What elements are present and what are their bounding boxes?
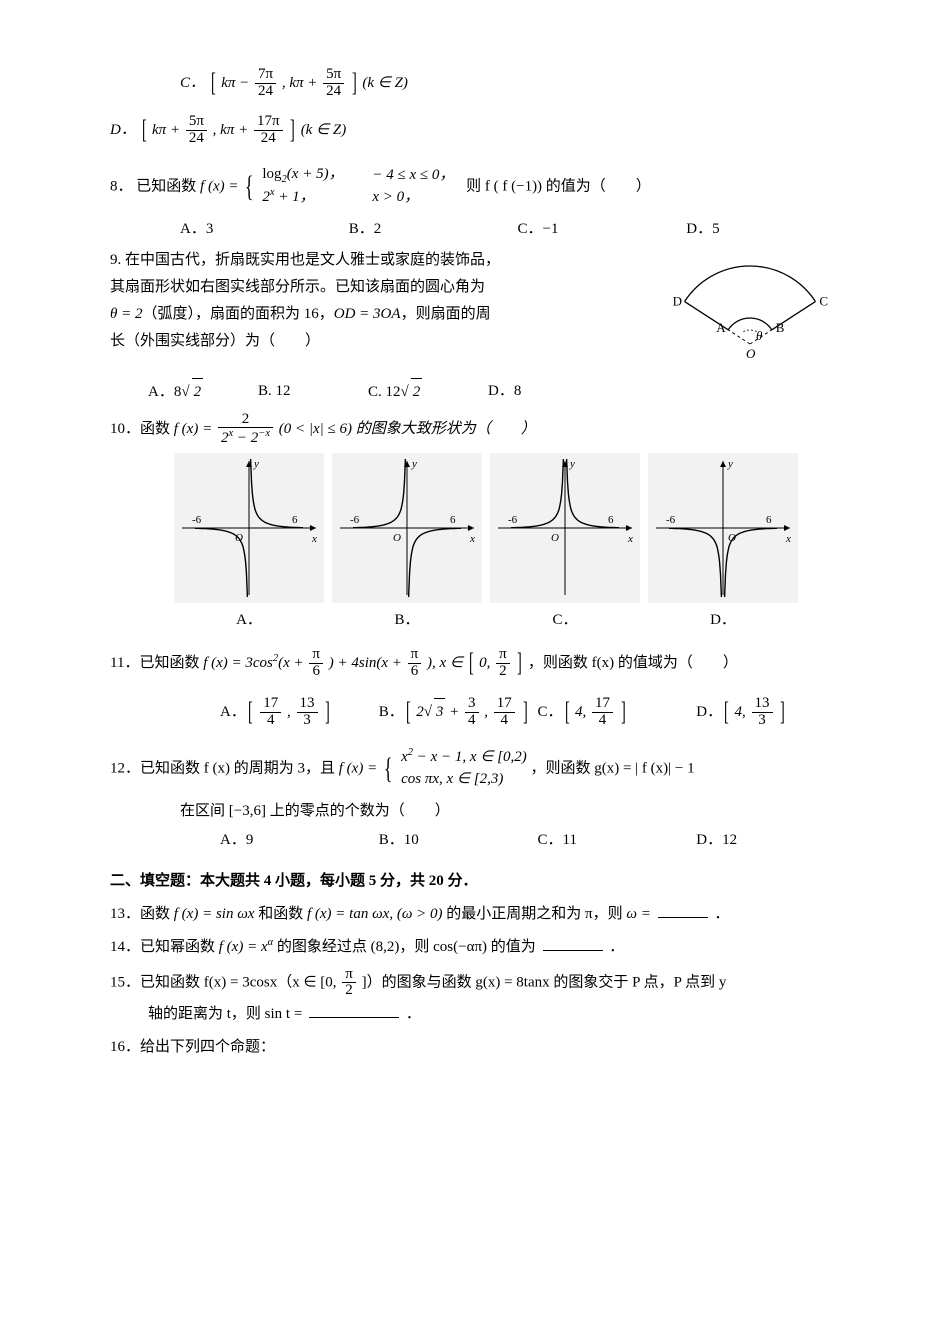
opt-d: D．8: [488, 378, 598, 405]
q7-opt-d: D． [ kπ + 5π24 , kπ + 17π24 ] (k ∈ Z): [110, 107, 346, 154]
q7-options-cd: C． [ kπ − 7π24 , kπ + 5π24 ] (k ∈ Z) D． …: [110, 60, 855, 154]
q14: 14．已知幂函数 f (x) = xα 的图象经过点 (8,2)，则 cos(−…: [110, 934, 855, 961]
svg-text:O: O: [746, 346, 756, 361]
svg-text:6: 6: [292, 514, 298, 526]
svg-text:6: 6: [766, 514, 772, 526]
label: C．: [180, 75, 205, 91]
svg-text:C: C: [819, 293, 828, 308]
q15: 15．已知函数 f(x) = 3cosx（x ∈ [0, π2 ]）的图象与函数…: [110, 967, 855, 1000]
q9: 9. 在中国古代，折扇既实用也是文人雅士或家庭的装饰品， 其扇面形状如右图实线部…: [110, 247, 855, 374]
t: 则 f ( f (−1)) 的值为（ ）: [466, 178, 651, 194]
opt-d: D．[ 4, 133 ]: [696, 689, 855, 736]
opt-c: C. 12: [368, 384, 401, 400]
q7-opt-c: C． [ kπ − 7π24 , kπ + 5π24 ] (k ∈ Z): [180, 60, 627, 107]
svg-text:-6: -6: [350, 514, 360, 526]
line: 其扇面形状如右图实线部分所示。已知该扇面的圆心角为: [110, 274, 647, 301]
t: (k ∈ Z): [362, 75, 408, 91]
lbl-b: B．: [328, 607, 486, 634]
opt-c: C．11: [538, 827, 697, 854]
svg-text:-6: -6: [192, 514, 202, 526]
svg-text:A: A: [716, 319, 726, 334]
blank: [543, 935, 603, 951]
plot-a: yxO-66: [174, 453, 324, 603]
lbl-c: C．: [486, 607, 644, 634]
t: f (x) =: [200, 178, 238, 194]
svg-text:D: D: [673, 293, 682, 308]
q9-options: A．8√2 B. 12 C. 12√2 D．8: [148, 378, 855, 406]
plot-c: y x O -6 6: [490, 453, 640, 603]
section-title: 二、填空题：本大题共 4 小题，每小题 5 分，共 20 分．: [110, 868, 855, 895]
fan-figure: D C A B Oθ: [655, 239, 855, 374]
t: 11．已知函数: [110, 655, 203, 671]
opt-b: B．10: [379, 827, 538, 854]
t: (k ∈ Z): [301, 122, 347, 138]
svg-text:x: x: [311, 533, 317, 545]
q13: 13．函数 f (x) = sin ωx 和函数 f (x) = tan ωx,…: [110, 901, 855, 928]
plot-d: y x O -6 6: [648, 453, 798, 603]
opt-c: C．[ 4, 174 ]: [538, 689, 697, 736]
svg-text:O: O: [551, 532, 559, 544]
t: (0 < |x| ≤ 6) 的图象大致形状为（ ）: [279, 421, 536, 437]
q10-plots: y x O -6 6 y x O -6 6 y x O -6 6 y x O -6 6: [170, 449, 855, 607]
q8: 8． 已知函数 f (x) = { log2(x + 5)，− 4 ≤ x ≤ …: [110, 160, 855, 214]
svg-text:O: O: [393, 532, 401, 544]
piecewise: x2 − x − 1, x ∈ [0,2) cos πx, x ∈ [2,3): [401, 747, 527, 791]
line: 9. 在中国古代，折扇既实用也是文人雅士或家庭的装饰品，: [110, 247, 647, 274]
blank: [309, 1002, 399, 1018]
t: 12．已知函数 f (x) 的周期为 3，且: [110, 760, 339, 776]
svg-text:-6: -6: [666, 514, 676, 526]
lbl-a: A．: [170, 607, 328, 634]
fan-svg: D C A B Oθ: [655, 239, 855, 364]
t: 已知函数: [136, 178, 200, 194]
lbl-d: D．: [644, 607, 802, 634]
blank: [658, 902, 708, 918]
q12-line2: 在区间 [−3,6] 上的零点的个数为（ ）: [180, 798, 855, 825]
svg-text:6: 6: [450, 514, 456, 526]
svg-text:-6: -6: [508, 514, 518, 526]
q10: 10．函数 f (x) = 2 2x − 2−x (0 < |x| ≤ 6) 的…: [110, 412, 855, 448]
opt-b: B．2: [349, 216, 518, 243]
opt-a: A．9: [220, 827, 379, 854]
q10-plot-labels: A． B． C． D．: [170, 607, 855, 634]
svg-text:6: 6: [608, 514, 614, 526]
svg-text:y: y: [569, 458, 575, 470]
svg-text:x: x: [469, 533, 475, 545]
q11-options: A．[ 174 , 133 ] B．[ 2√3 + 34 , 174 ] C．[…: [220, 689, 855, 736]
t: f (x) =: [174, 421, 212, 437]
t: 10．函数: [110, 421, 174, 437]
svg-text:y: y: [727, 458, 733, 470]
q16: 16．给出下列四个命题：: [110, 1034, 855, 1061]
q12-options: A．9 B．10 C．11 D．12: [220, 827, 855, 854]
piecewise: log2(x + 5)，− 4 ≤ x ≤ 0， 2x + 1，x > 0，: [262, 165, 462, 209]
line: 长（外围实线部分）为（ ）: [110, 328, 647, 355]
opt-a: A．3: [180, 216, 349, 243]
plot-b: y x O -6 6: [332, 453, 482, 603]
line: θ = 2（弧度），扇面的面积为 16，OD = 3OA，则扇面的周: [110, 301, 647, 328]
label: D．: [110, 122, 136, 138]
svg-text:y: y: [411, 458, 417, 470]
svg-text:θ: θ: [756, 328, 763, 343]
svg-text:x: x: [785, 533, 791, 545]
svg-text:x: x: [627, 533, 633, 545]
q12: 12．已知函数 f (x) 的周期为 3，且 f (x) = { x2 − x …: [110, 742, 855, 796]
opt-a: A．8: [148, 384, 181, 400]
opt-d: D．12: [696, 827, 855, 854]
q11: 11．已知函数 f (x) = 3cos2(x + π6 ) + 4sin(x …: [110, 640, 855, 687]
t: ，则函数 g(x) = | f (x)| − 1: [530, 760, 694, 776]
svg-text:B: B: [776, 319, 785, 334]
t: , kπ +: [282, 75, 318, 91]
qnum: 8．: [110, 178, 133, 194]
svg-text:y: y: [253, 458, 259, 470]
t: ，则函数 f(x) 的值域为（ ）: [528, 655, 738, 671]
q15-line2: 轴的距离为 t，则 sin t = ．: [148, 1001, 855, 1028]
opt-a: A．[ 174 , 133 ]: [220, 689, 379, 736]
t: kπ −: [221, 75, 249, 91]
svg-text:O: O: [728, 532, 736, 544]
opt-b: B．[ 2√3 + 34 , 174 ]: [379, 689, 538, 736]
opt-b: B. 12: [258, 378, 368, 405]
